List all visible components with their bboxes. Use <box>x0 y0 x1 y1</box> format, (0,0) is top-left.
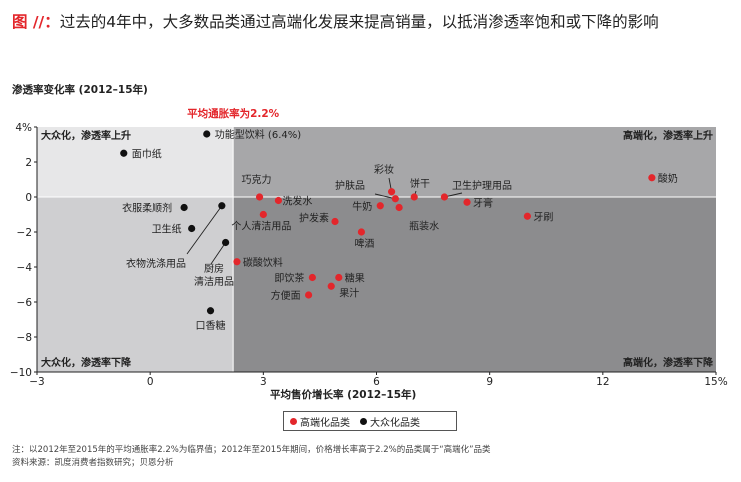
premium-point <box>463 198 471 206</box>
premium-point <box>305 291 313 299</box>
footnotes: 注：以2012年至2015年的平均通胀率2.2%为临界值；2012年至2015年… <box>12 444 491 470</box>
source-line: 资料来源：凯度消费者指数研究；贝恩分析 <box>12 458 174 468</box>
legend-dot-premium <box>290 417 297 425</box>
point-label: 清洁用品 <box>194 275 234 288</box>
point-label: 碳酸饮料 <box>243 256 283 269</box>
mass-point <box>206 307 215 315</box>
y-axis-label: 渗透率变化率 (2012–15年) <box>12 84 148 96</box>
x-tick-label: 9 <box>486 376 493 388</box>
quadrant-label-bottom-left: 大众化，渗透率下降 <box>41 356 132 369</box>
legend-item-mass: 大众化品类 <box>360 414 420 429</box>
figure-title: 图 //：过去的4年中，大多数品类通过高端化发展来提高销量，以抵消渗透率饱和或下… <box>12 10 659 32</box>
premium-point <box>331 217 339 226</box>
quadrant-top-left <box>37 127 234 197</box>
leader-line <box>186 205 223 255</box>
legend-label-premium: 高端化品类 <box>300 417 350 429</box>
legend-dot-mass <box>360 417 367 425</box>
point-label: 面巾纸 <box>132 147 162 160</box>
point-label: 饼干 <box>410 177 430 190</box>
x-tick-label: 3 <box>260 376 267 388</box>
legend-item-premium: 高端化品类 <box>290 414 350 429</box>
mass-point <box>218 202 226 210</box>
y-tick-label: 0 <box>25 192 32 204</box>
leader-line <box>210 242 226 265</box>
quadrant-label-top-left: 大众化，渗透率上升 <box>41 129 131 142</box>
point-label: 功能型饮料 (6.4%) <box>215 128 301 141</box>
premium-point <box>523 212 531 220</box>
premium-point <box>395 203 403 212</box>
y-tick-label: −4 <box>17 262 33 274</box>
point-label: 卫生护理用品 <box>452 179 512 192</box>
point-label: 果汁 <box>339 286 359 299</box>
point-label: 牙膏 <box>473 196 493 209</box>
point-label: 护肤品 <box>335 179 365 192</box>
premium-point <box>327 282 335 290</box>
point-label: 啤酒 <box>354 238 374 250</box>
point-label: 厨房 <box>204 262 224 275</box>
premium-point <box>440 193 448 201</box>
premium-point <box>387 188 396 196</box>
x-tick-label: 15% <box>704 376 727 388</box>
x-tick-label: 0 <box>147 376 154 388</box>
premium-point <box>255 193 264 201</box>
quadrant-top-right <box>233 127 716 197</box>
x-axis-label: 平均售价增长率 (2012–15年) <box>270 389 417 401</box>
point-label: 瓶装水 <box>409 220 439 233</box>
legend: 高端化品类 大众化品类 <box>283 411 457 431</box>
point-label: 洗发水 <box>282 195 312 208</box>
mass-point <box>203 130 211 138</box>
figure-title-text: 过去的4年中，大多数品类通过高端化发展来提高销量，以抵消渗透率饱和或下降的影响 <box>59 13 659 31</box>
footnote-line: 注：以2012年至2015年的平均通胀率2.2%为临界值；2012年至2015年… <box>12 445 491 455</box>
y-tick-label: −10 <box>10 367 32 379</box>
point-label: 衣物洗涤用品 <box>126 257 186 270</box>
point-label: 糖果 <box>345 272 365 285</box>
point-label: 衣服柔顺剂 <box>122 202 172 215</box>
y-tick-label: −6 <box>17 297 33 309</box>
mass-point <box>188 224 196 233</box>
y-tick-label: −8 <box>17 332 32 344</box>
premium-point <box>259 210 267 219</box>
quadrant-label-top-right: 高端化，渗透率上升 <box>623 129 713 142</box>
quadrant-label-bottom-right: 高端化，渗透率下降 <box>623 356 714 369</box>
quadrant-bottom-left <box>37 197 234 372</box>
x-tick-label: 12 <box>596 376 609 388</box>
y-tick-label: −2 <box>17 227 32 239</box>
point-label: 酸奶 <box>658 172 678 185</box>
point-label: 牛奶 <box>352 200 372 213</box>
quadrant-bottom-right <box>233 197 716 372</box>
x-tick-label: 6 <box>373 376 380 388</box>
point-label: 即饮茶 <box>274 272 304 285</box>
premium-point <box>410 193 418 201</box>
premium-point <box>376 202 384 210</box>
point-label: 牙刷 <box>533 211 553 223</box>
mass-point <box>222 238 230 247</box>
premium-point <box>308 273 316 282</box>
point-label: 口香糖 <box>196 319 226 332</box>
inflation-reference-label: 平均通胀率为2.2% <box>187 107 280 120</box>
y-tick-label: 4% <box>15 122 32 134</box>
premium-point <box>233 258 241 266</box>
figure-prefix: 图 //： <box>12 13 60 31</box>
point-label: 个人清洁用品 <box>231 220 291 233</box>
point-label: 巧克力 <box>242 173 272 186</box>
y-tick-label: 2 <box>25 157 32 169</box>
point-label: 彩妆 <box>374 163 394 176</box>
mass-point <box>120 149 128 157</box>
point-label: 护发素 <box>299 212 329 225</box>
mass-point <box>180 203 188 212</box>
point-label: 卫生纸 <box>152 223 182 236</box>
premium-point <box>357 228 366 236</box>
point-label: 方便面 <box>271 289 301 302</box>
premium-point <box>274 196 283 205</box>
x-tick-label: −3 <box>29 376 44 388</box>
premium-point <box>648 174 656 182</box>
legend-label-mass: 大众化品类 <box>370 417 420 429</box>
premium-point <box>335 273 343 282</box>
premium-point <box>391 195 399 203</box>
